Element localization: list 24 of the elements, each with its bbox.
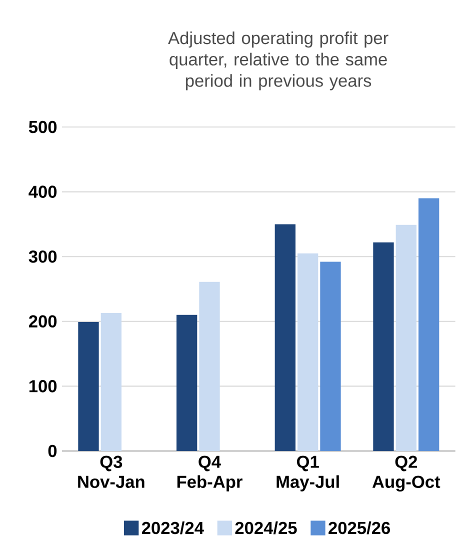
legend-label: 2025/26 bbox=[328, 521, 390, 534]
bar bbox=[78, 322, 99, 451]
bar bbox=[373, 242, 394, 451]
bar bbox=[100, 312, 122, 451]
y-tick-label: 0 bbox=[48, 444, 57, 458]
legend-label: 2023/24 bbox=[142, 521, 204, 534]
y-tick-label: 300 bbox=[28, 250, 57, 263]
y-tick-label: 100 bbox=[29, 380, 57, 392]
x-tick-label: Q1 May-Jul bbox=[276, 456, 339, 492]
y-tick-label: 500 bbox=[28, 120, 57, 134]
bar bbox=[396, 224, 416, 451]
y-tick-label: 200 bbox=[28, 315, 57, 328]
legend-label: 2024/25 bbox=[235, 521, 297, 534]
x-tick-label: Q3 Nov-Jan bbox=[78, 456, 144, 488]
bar bbox=[199, 282, 220, 451]
x-tick-label: Q2 Aug-Oct bbox=[372, 456, 440, 492]
bar bbox=[176, 314, 198, 451]
bar bbox=[274, 224, 296, 451]
y-tick-label: 400 bbox=[28, 186, 57, 198]
bar bbox=[297, 253, 318, 451]
bar bbox=[418, 198, 440, 451]
bar bbox=[320, 262, 341, 451]
x-tick-label: Q4 Feb-Apr bbox=[177, 456, 242, 492]
chart-title: Adjusted operating profit per quarter, relative to the same period in previous years bbox=[168, 31, 388, 90]
